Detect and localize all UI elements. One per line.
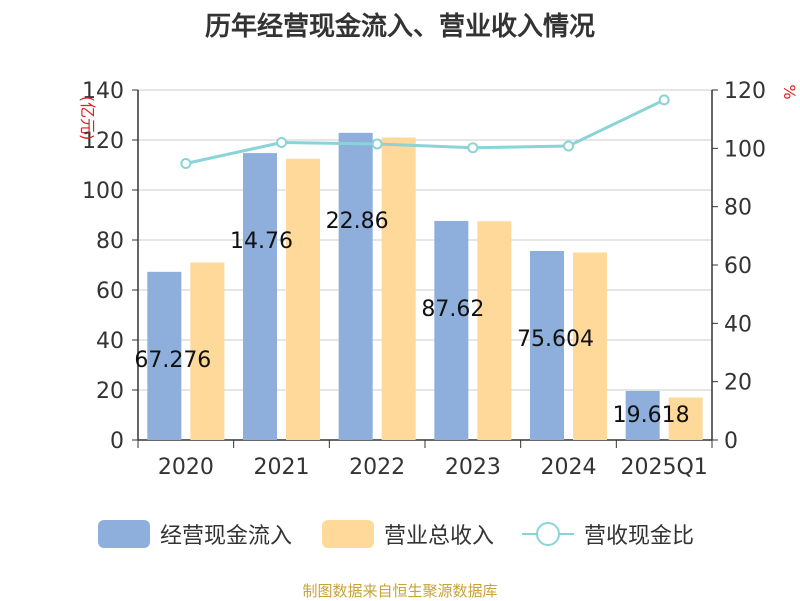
bar-cash-inflow (243, 153, 277, 440)
chart-canvas: 020406080100120140020406080100120(亿元)%20… (78, 79, 799, 480)
bar-revenue (190, 262, 225, 440)
data-label: 22.86 (326, 209, 389, 234)
x-tick-label: 2025Q1 (621, 455, 708, 480)
y-left-tick-label: 20 (96, 379, 124, 404)
legend-item-revenue[interactable]: 营业总收入 (322, 516, 494, 552)
bar-cash-inflow (147, 271, 182, 440)
legend-swatch-cash-ratio (522, 520, 574, 548)
y-left-tick-label: 0 (110, 429, 124, 454)
bar-revenue (381, 137, 416, 440)
y-left-unit-label: (亿元) (78, 96, 97, 141)
bar-cash-inflow (530, 250, 564, 440)
x-tick-label: 2022 (349, 455, 405, 480)
point-cash-ratio (371, 138, 383, 150)
x-tick-label: 2021 (254, 455, 310, 480)
y-left-tick-label: 100 (82, 179, 124, 204)
data-label: 67.276 (134, 348, 211, 373)
y-right-tick-label: 80 (724, 196, 752, 221)
bar-cash-inflow (434, 220, 469, 440)
legend-swatch-cash-inflow (98, 520, 150, 548)
y-right-tick-label: 100 (724, 137, 766, 162)
x-tick-label: 2020 (158, 455, 214, 480)
legend-item-cash-inflow[interactable]: 经营现金流入 (98, 516, 292, 552)
legend: 经营现金流入 营业总收入 营收现金比 (0, 516, 800, 552)
bar-cash-inflow (338, 132, 373, 440)
y-right-tick-label: 60 (724, 254, 752, 279)
y-right-unit-label: % (780, 84, 799, 99)
y-right-tick-label: 20 (724, 371, 752, 396)
point-cash-ratio (276, 137, 287, 148)
source-note: 制图数据来自恒生聚源数据库 (302, 582, 498, 600)
point-cash-ratio (180, 158, 192, 169)
y-right-tick-label: 120 (724, 79, 766, 104)
bar-revenue (477, 221, 512, 440)
y-left-tick-label: 80 (96, 229, 124, 254)
x-tick-label: 2024 (541, 455, 597, 480)
legend-item-cash-ratio[interactable]: 营收现金比 (522, 516, 694, 552)
legend-label-cash-ratio: 营收现金比 (584, 524, 695, 549)
series-line-cash-ratio (185, 98, 665, 165)
bar-revenue (668, 397, 703, 440)
data-label: 19.618 (613, 403, 690, 428)
bar-revenue (286, 158, 320, 440)
x-tick-label: 2023 (445, 455, 501, 480)
data-label: 14.76 (230, 229, 293, 254)
point-cash-ratio (563, 140, 574, 152)
y-left-tick-label: 140 (82, 79, 124, 104)
bar-revenue (573, 252, 607, 440)
y-left-tick-label: 120 (82, 129, 124, 154)
legend-swatch-revenue (322, 520, 374, 548)
data-label: 87.62 (421, 297, 484, 322)
y-left-tick-label: 60 (96, 279, 124, 304)
chart-title: 历年经营现金流入、营业收入情况 (204, 12, 595, 42)
legend-label-cash-inflow: 经营现金流入 (160, 524, 293, 549)
point-cash-ratio (658, 94, 670, 106)
y-right-tick-label: 40 (724, 312, 752, 337)
bar-cash-inflow (625, 390, 660, 440)
data-label: 75.604 (517, 327, 594, 352)
point-cash-ratio (467, 142, 479, 154)
legend-label-revenue: 营业总收入 (384, 524, 495, 549)
y-left-tick-label: 40 (96, 329, 124, 354)
y-right-tick-label: 0 (724, 429, 738, 454)
